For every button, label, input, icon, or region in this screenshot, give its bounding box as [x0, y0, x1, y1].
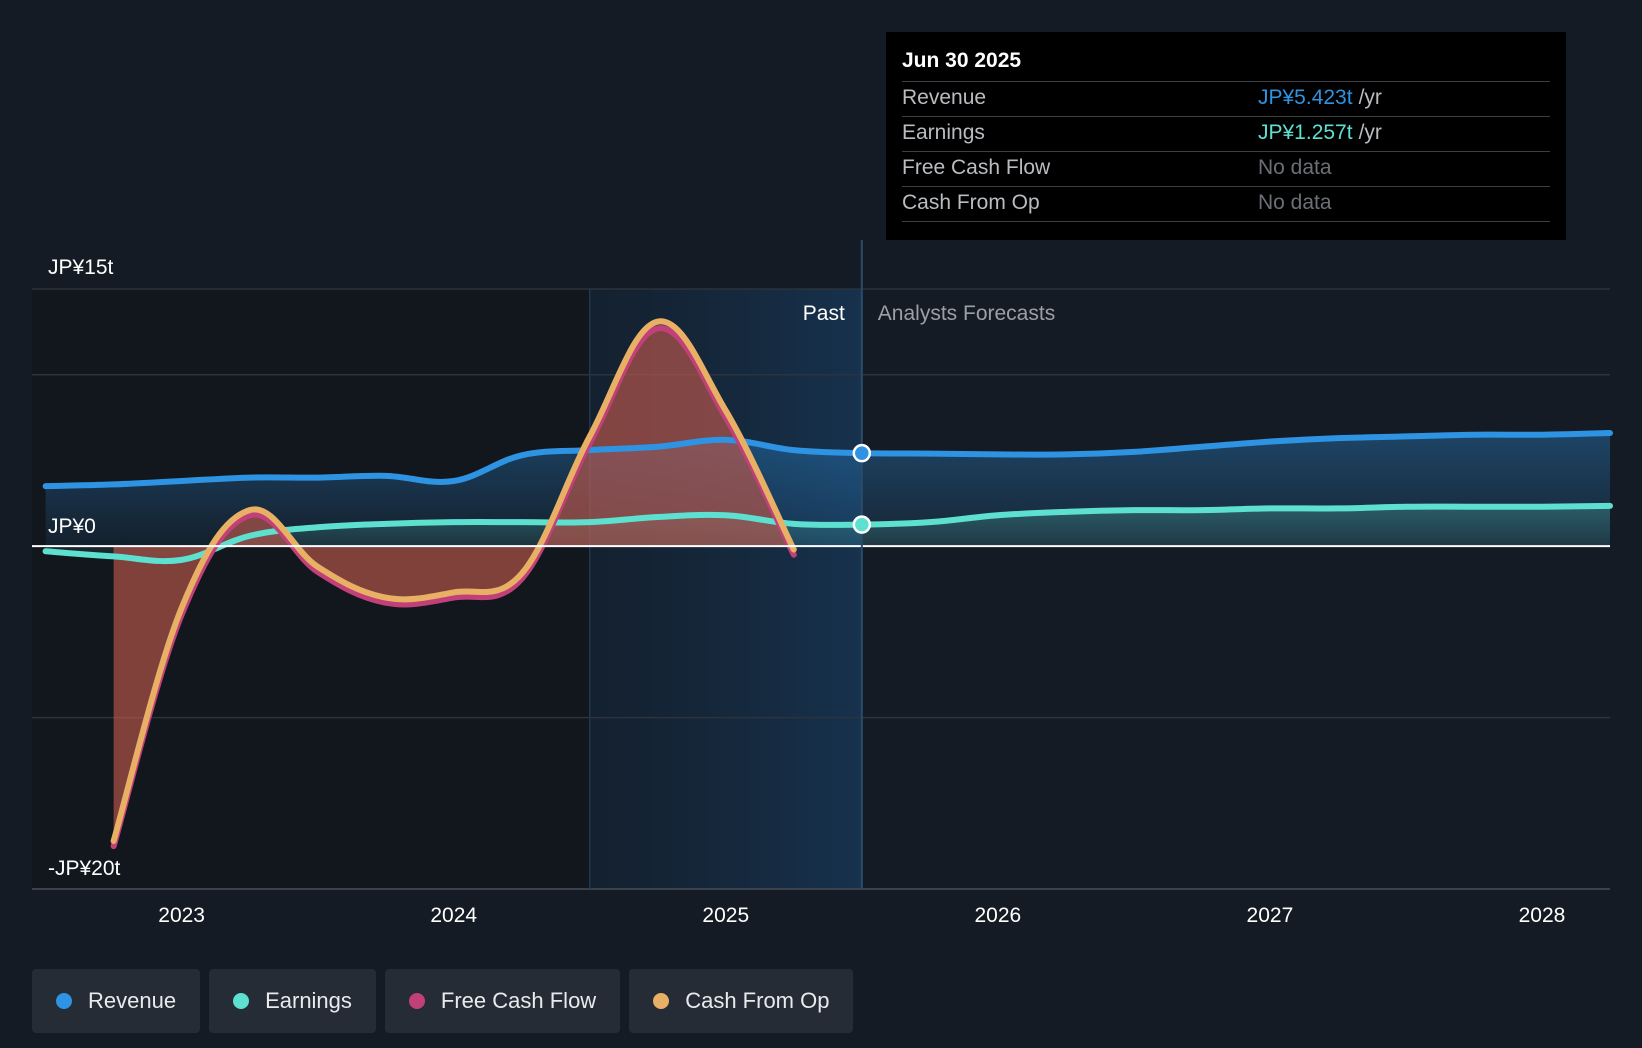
legend-dot-icon: [408, 993, 425, 1009]
tooltip-label: Earnings: [902, 121, 985, 144]
y-axis-labels: JP¥15t JP¥0 -JP¥20t: [48, 256, 121, 880]
tooltip-date: Jun 30 2025: [902, 46, 1550, 82]
earnings-line: [42, 502, 1613, 565]
tooltip-value: No data: [1258, 156, 1332, 179]
tooltip-value: JP¥1.257t: [1258, 121, 1353, 144]
tooltip-value: JP¥5.423t: [1258, 86, 1353, 109]
data-tooltip: Jun 30 2025 Revenue JP¥5.423t/yr Earning…: [886, 32, 1566, 240]
x-tick-label: 2024: [430, 904, 477, 927]
tooltip-unit: /yr: [1358, 86, 1382, 109]
y-tick-label: -JP¥20t: [48, 857, 121, 880]
x-tick-label: 2027: [1247, 904, 1294, 927]
x-tick-label: 2025: [702, 904, 749, 927]
forecast-label: Analysts Forecasts: [878, 302, 1055, 325]
revenue-line: [42, 430, 1613, 490]
legend-label: Revenue: [88, 988, 177, 1013]
legend-item-revenue[interactable]: Revenue: [32, 969, 201, 1033]
series-lines: [42, 318, 1613, 850]
legend-dot-icon: [653, 993, 670, 1009]
highlight-points: [852, 443, 872, 534]
tooltip-label: Free Cash Flow: [902, 156, 1051, 179]
earnings-point: [852, 515, 872, 534]
x-tick-label: 2026: [974, 904, 1021, 927]
revenue-point: [852, 443, 872, 463]
x-axis-labels: 2023 2024 2025 2026 2027 2028: [158, 904, 1565, 927]
earnings-area: [45, 505, 1611, 562]
legend-item-free-cash-flow[interactable]: Free Cash Flow: [384, 969, 621, 1033]
legend-dot-icon: [56, 993, 72, 1009]
legend-label: Earnings: [265, 988, 352, 1013]
tooltip-row-earnings: Earnings JP¥1.257t/yr: [902, 117, 1550, 152]
y-tick-label: JP¥0: [48, 515, 96, 538]
free-cash-flow-area: [113, 328, 794, 847]
legend-dot-icon: [233, 993, 250, 1009]
legend-label: Free Cash Flow: [440, 988, 597, 1013]
legend-label: Cash From Op: [685, 988, 830, 1013]
tooltip-row-free-cash-flow: Free Cash Flow No data: [902, 152, 1550, 187]
tooltip-row-revenue: Revenue JP¥5.423t/yr: [902, 82, 1550, 117]
x-tick-label: 2023: [158, 904, 205, 927]
tooltip-unit: /yr: [1358, 121, 1382, 144]
y-tick-label: JP¥15t: [48, 256, 114, 279]
tooltip-label: Revenue: [902, 86, 987, 109]
x-tick-label: 2028: [1519, 904, 1566, 927]
legend-item-cash-from-op[interactable]: Cash From Op: [629, 969, 854, 1033]
tooltip-label: Cash From Op: [902, 191, 1040, 214]
chart-legend: Revenue Earnings Free Cash Flow Cash Fro…: [32, 969, 854, 1033]
past-label: Past: [803, 302, 845, 325]
tooltip-value: No data: [1258, 191, 1332, 214]
legend-item-earnings[interactable]: Earnings: [209, 969, 376, 1033]
tooltip-row-cash-from-op: Cash From Op No data: [902, 187, 1550, 222]
cash-from-op-line: [110, 318, 797, 844]
